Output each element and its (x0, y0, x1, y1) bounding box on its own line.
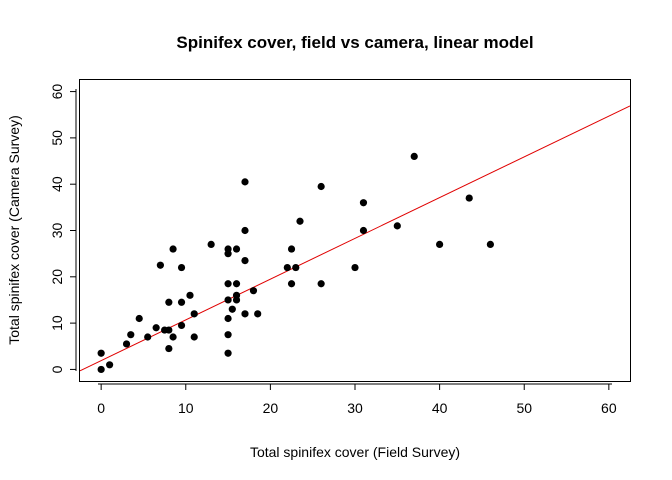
data-point (232, 296, 241, 304)
data-point (177, 321, 186, 330)
data-point (224, 349, 232, 357)
data-point (165, 326, 173, 334)
data-point (106, 361, 114, 369)
x-axis: 0 10 20 30 40 50 60 (97, 383, 617, 416)
data-point (190, 310, 198, 318)
data-point (287, 280, 296, 288)
data-point (190, 333, 198, 341)
data-point (165, 344, 173, 353)
data-point (177, 263, 186, 272)
data-point (156, 261, 164, 269)
data-point (224, 331, 232, 339)
plot-frame (79, 79, 631, 382)
data-point (486, 240, 494, 248)
data-point (122, 340, 131, 348)
data-points (97, 152, 494, 374)
data-point (224, 280, 232, 288)
data-point (296, 217, 304, 225)
data-point (97, 349, 105, 357)
x-tick-label: 60 (601, 400, 617, 416)
data-point (241, 226, 249, 235)
data-point (359, 199, 368, 207)
data-point (393, 222, 401, 230)
data-point (232, 245, 241, 253)
data-point (241, 310, 249, 318)
x-tick-label: 0 (97, 400, 105, 416)
data-point (186, 291, 194, 299)
x-tick-label: 20 (263, 400, 279, 416)
data-point (292, 263, 300, 272)
y-tick-label: 20 (49, 269, 65, 285)
data-point (254, 310, 262, 318)
y-tick-label: 60 (49, 84, 65, 100)
y-tick-label: 0 (49, 365, 65, 373)
data-point (135, 314, 143, 323)
data-point (317, 280, 325, 288)
data-point (144, 333, 152, 341)
data-point (127, 331, 135, 339)
data-point (169, 333, 177, 341)
regression-line-group (79, 105, 631, 372)
data-point (249, 287, 258, 295)
y-tick-label: 30 (49, 223, 65, 239)
y-tick-label: 50 (49, 130, 65, 146)
x-tick-label: 30 (347, 400, 363, 416)
data-point (165, 298, 173, 306)
chart-title: Spinifex cover, field vs camera, linear … (176, 33, 533, 52)
data-point (241, 257, 249, 265)
x-tick-label: 50 (516, 400, 532, 416)
data-point (359, 226, 368, 235)
y-tick-label: 40 (49, 176, 65, 192)
data-point (224, 314, 232, 323)
y-axis: 0 10 20 30 40 50 60 (49, 84, 77, 373)
y-tick-label: 10 (49, 315, 65, 331)
data-point (283, 263, 291, 272)
y-axis-label: Total spinifex cover (Camera Survey) (6, 115, 22, 345)
regression-line (79, 105, 631, 372)
data-point (241, 178, 249, 186)
data-point (317, 182, 325, 191)
x-tick-label: 10 (178, 400, 194, 416)
data-point (232, 280, 241, 288)
data-point (465, 194, 473, 202)
data-point (97, 365, 105, 374)
data-point (224, 296, 232, 304)
data-point (177, 298, 186, 306)
data-point (287, 245, 296, 253)
data-point (436, 240, 444, 248)
data-point (207, 240, 215, 248)
x-axis-label: Total spinifex cover (Field Survey) (250, 444, 460, 460)
data-point (351, 263, 359, 272)
x-tick-label: 40 (432, 400, 448, 416)
data-point (410, 152, 418, 161)
data-point (169, 245, 177, 253)
data-point (224, 250, 232, 258)
data-point (152, 324, 160, 332)
data-point (228, 305, 236, 313)
